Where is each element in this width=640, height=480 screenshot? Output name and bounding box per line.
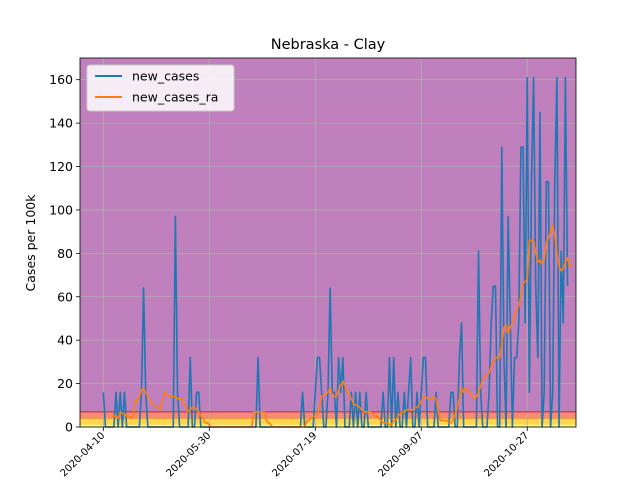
legend-label-new-cases: new_cases — [132, 69, 199, 84]
y-tick-label: 0 — [65, 420, 73, 435]
legend-frame — [86, 64, 235, 112]
y-tick-label: 20 — [57, 376, 73, 391]
background-band-2 — [80, 411, 576, 419]
y-tick-label: 60 — [57, 289, 73, 304]
background-band-0 — [80, 424, 576, 427]
background-band-3 — [80, 58, 576, 412]
y-axis-label: Cases per 100k — [23, 194, 38, 292]
y-tick-label: 140 — [49, 116, 73, 131]
y-tick-label: 40 — [57, 333, 73, 348]
y-axis: 0 20 40 60 80 100 120 140 160 — [49, 72, 80, 435]
plot-frame — [79, 57, 577, 428]
background-band-1 — [80, 418, 576, 425]
y-tick-label: 160 — [49, 72, 73, 87]
background-bands — [80, 58, 576, 427]
y-tick-label: 100 — [49, 202, 73, 217]
chart-title: Nebraska - Clay — [271, 37, 386, 53]
legend-label-new-cases-ra: new_cases_ra — [132, 90, 218, 105]
legend: new_cases new_cases_ra — [86, 64, 235, 112]
series-line-new-cases-ra — [111, 224, 573, 428]
threshold-lines — [80, 411, 576, 420]
y-tick-label: 80 — [57, 246, 73, 261]
y-tick-label: 120 — [49, 159, 73, 174]
